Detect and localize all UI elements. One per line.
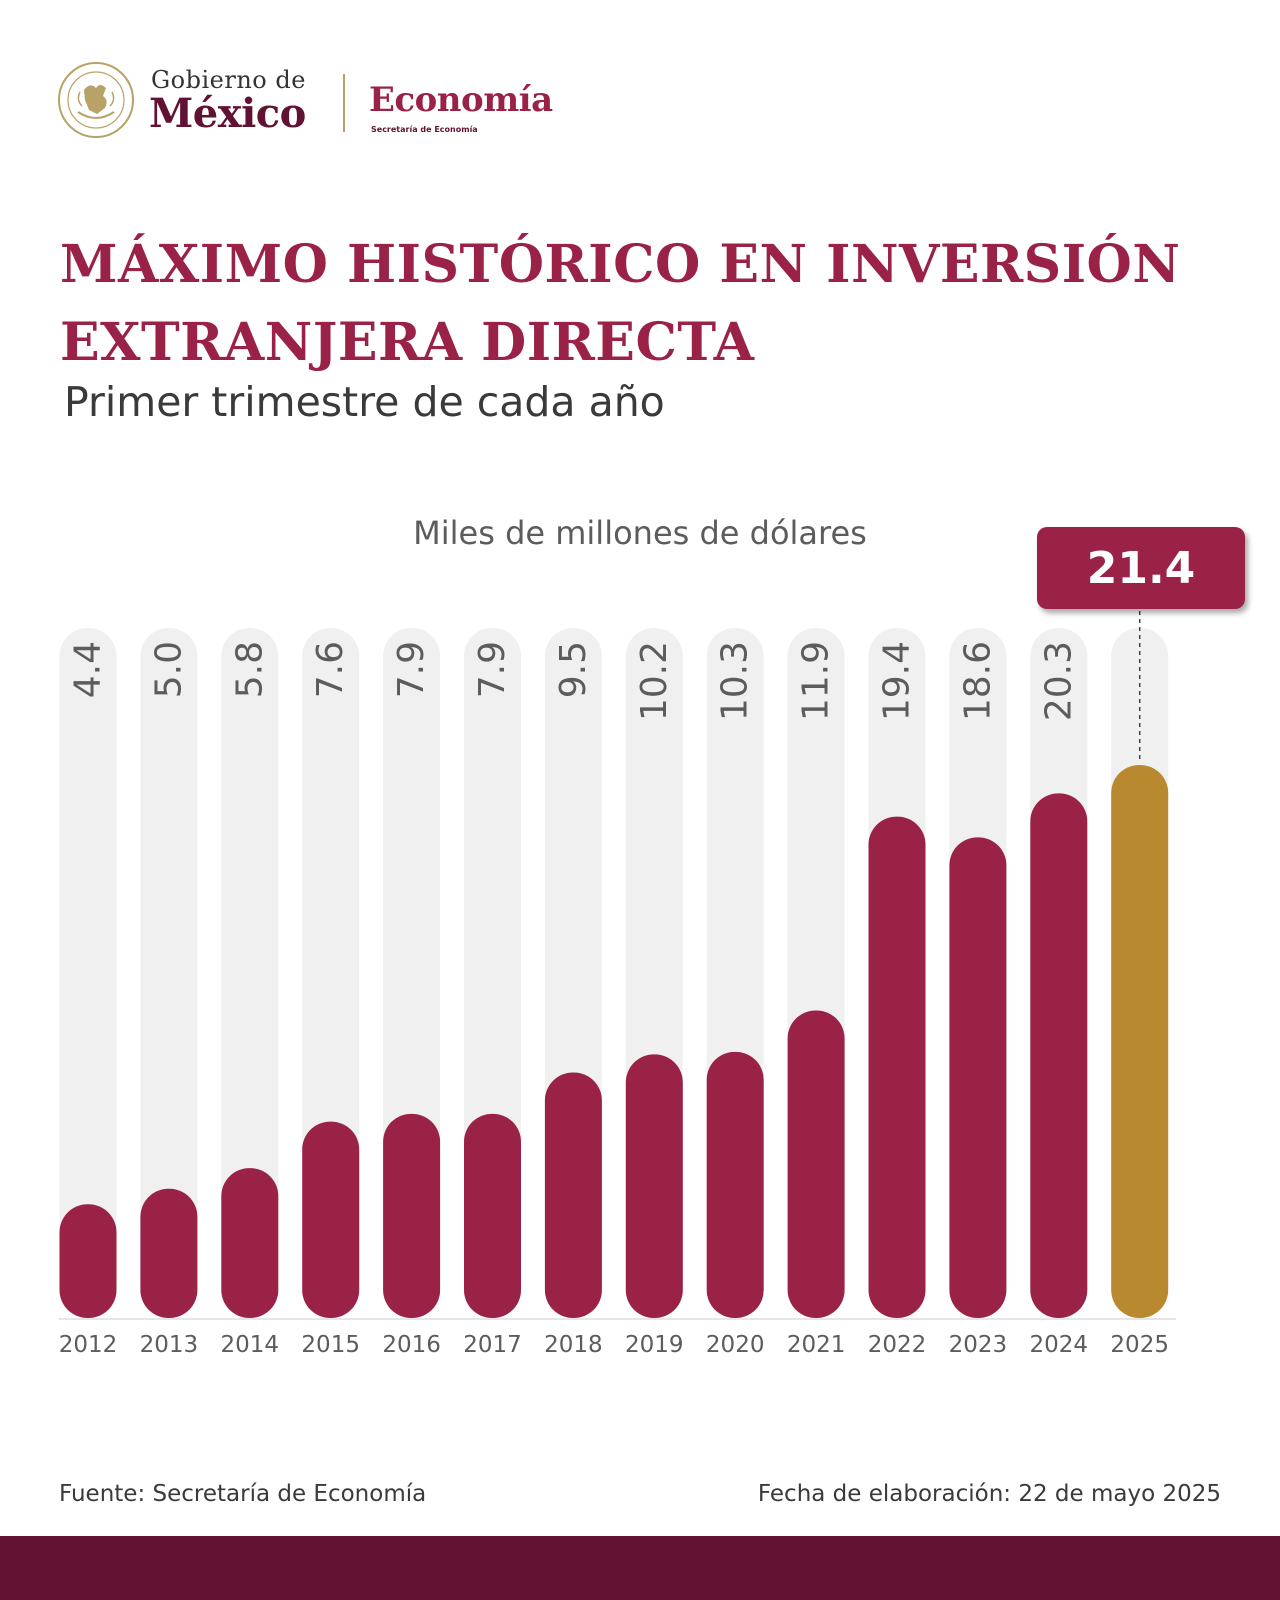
x-tick-label: 2025 xyxy=(1110,1332,1169,1358)
data-label: 4.4 xyxy=(68,641,109,698)
data-label: 10.3 xyxy=(715,641,756,721)
data-label: 10.2 xyxy=(634,641,675,721)
secretariat-name: Economía xyxy=(369,80,553,120)
callout-value: 21.4 xyxy=(1086,542,1196,594)
header: Gobierno de México Economía Secretaría d… xyxy=(56,58,656,142)
bar-chart: 4.4 2012 5.0 2013 5.8 2014 7.6 2015 7.9 2016 7.9 20… xyxy=(59,611,1176,1358)
x-tick-label: 2021 xyxy=(787,1332,846,1358)
bar xyxy=(383,1113,441,1318)
bar xyxy=(868,816,926,1318)
source-note: Fuente: Secretaría de Economía xyxy=(59,1481,427,1507)
bar xyxy=(544,1072,602,1318)
data-label: 19.4 xyxy=(877,641,918,721)
chart-subtitle: Primer trimestre de cada año xyxy=(64,378,665,426)
chart-title: MÁXIMO HISTÓRICO EN INVERSIÓN EXTRANJERA… xyxy=(60,234,1181,373)
data-label: 9.5 xyxy=(553,641,594,698)
header-divider xyxy=(343,74,345,132)
data-label: 7.9 xyxy=(391,641,432,698)
x-tick-label: 2016 xyxy=(382,1332,441,1358)
bar xyxy=(706,1051,764,1318)
bar xyxy=(949,837,1007,1318)
x-tick-label: 2018 xyxy=(544,1332,603,1358)
data-label: 7.9 xyxy=(472,641,513,698)
bar xyxy=(221,1168,279,1318)
coat-of-arms-seal-icon xyxy=(58,62,134,138)
government-name-line1: Gobierno de xyxy=(151,66,306,94)
government-name-line2: México xyxy=(149,90,306,137)
secretariat-subtitle: Secretaría de Economía xyxy=(371,125,478,134)
bar-track xyxy=(59,628,117,1318)
highlight-value-callout: 21.4 xyxy=(1037,527,1245,609)
x-tick-label: 2015 xyxy=(301,1332,360,1358)
x-tick-label: 2017 xyxy=(463,1332,522,1358)
x-tick-label: 2019 xyxy=(625,1332,684,1358)
unit-label: Miles de millones de dólares xyxy=(413,514,867,552)
bar xyxy=(787,1010,845,1318)
bar xyxy=(625,1054,683,1318)
bar xyxy=(302,1121,360,1318)
bar-track xyxy=(221,628,279,1318)
bar-track xyxy=(140,628,198,1318)
x-tick-label: 2013 xyxy=(140,1332,199,1358)
data-label: 5.0 xyxy=(148,641,189,698)
footer-band xyxy=(0,1536,1280,1600)
data-label: 5.8 xyxy=(229,641,270,698)
x-tick-label: 2024 xyxy=(1030,1332,1089,1358)
data-label: 18.6 xyxy=(957,641,998,721)
date-note: Fecha de elaboración: 22 de mayo 2025 xyxy=(757,1481,1221,1507)
x-tick-label: 2022 xyxy=(868,1332,927,1358)
data-label: 11.9 xyxy=(796,641,837,721)
x-tick-label: 2014 xyxy=(221,1332,280,1358)
bar xyxy=(59,1204,117,1318)
x-tick-label: 2023 xyxy=(949,1332,1008,1358)
bar xyxy=(140,1188,198,1318)
data-label: 7.6 xyxy=(310,641,351,698)
x-tick-label: 2020 xyxy=(706,1332,765,1358)
bar xyxy=(464,1113,521,1318)
data-label: 20.3 xyxy=(1038,641,1079,721)
bar xyxy=(1111,764,1169,1318)
x-tick-label: 2012 xyxy=(59,1332,118,1358)
bar xyxy=(1030,793,1088,1318)
